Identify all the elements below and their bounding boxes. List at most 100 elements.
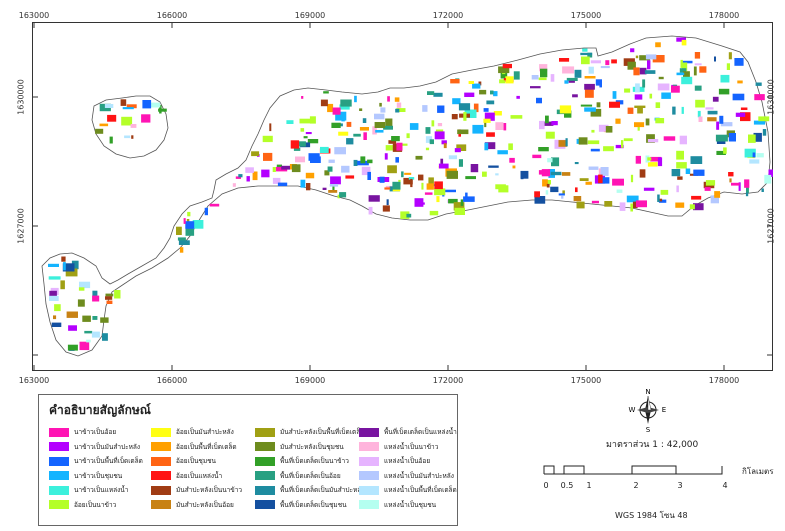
change-patch [681, 106, 684, 114]
change-patch [676, 37, 686, 42]
legend-swatch [49, 471, 69, 481]
change-patch [545, 131, 555, 139]
study-area-boundary [41, 35, 771, 357]
change-patch [395, 108, 400, 113]
change-patch [375, 130, 384, 133]
change-patch [642, 79, 646, 88]
change-patch [408, 177, 415, 180]
change-patch [584, 107, 596, 112]
change-patch [576, 201, 585, 209]
y-coord-left: 1630000 [16, 79, 26, 115]
change-patch [472, 83, 481, 89]
change-patch [545, 190, 549, 195]
change-patch [740, 107, 748, 110]
change-patch [671, 169, 681, 177]
change-patch [572, 94, 578, 98]
change-patch [327, 103, 334, 113]
change-patch [596, 102, 601, 108]
change-patch [307, 139, 319, 144]
legend-item: อ้อยเป็นชุมชน [151, 454, 251, 469]
change-patch [409, 123, 419, 130]
change-patch [558, 140, 568, 147]
change-patch [695, 99, 705, 108]
change-patch [277, 182, 288, 187]
change-patch [575, 187, 578, 193]
change-patch [472, 124, 484, 134]
change-patch [403, 177, 413, 185]
legend-label: นาข้าวเป็นพื้นที่เบ็ดเตล็ด [74, 457, 143, 466]
change-patch [391, 136, 400, 142]
change-patch [600, 66, 610, 69]
legend-label: แหล่งน้ำเป็นชุมชน [384, 500, 437, 509]
change-patch [78, 287, 85, 291]
scale-tick: 1 [586, 481, 592, 490]
change-patch [48, 263, 59, 267]
change-patch [387, 96, 390, 102]
change-patch [479, 89, 487, 95]
legend-label: นาข้าวเป็นแหล่งน้ำ [74, 486, 129, 495]
legend-label: แหล่งน้ำเป็นนาข้าว [384, 442, 439, 451]
change-patch [609, 101, 620, 108]
change-patch [367, 171, 371, 180]
change-patch [637, 106, 643, 114]
change-patch [95, 128, 104, 134]
change-patch [454, 148, 461, 153]
change-patch [693, 66, 697, 76]
change-patch [269, 123, 272, 132]
change-patch [547, 158, 553, 163]
change-patch [650, 156, 662, 162]
change-patch [106, 300, 113, 304]
change-patch [558, 193, 565, 196]
change-patch [538, 147, 549, 152]
change-patch [761, 188, 764, 192]
change-patch [716, 121, 720, 130]
change-patch [305, 172, 315, 179]
x-coord-top: 175000 [570, 11, 602, 20]
change-patch [71, 260, 79, 270]
change-patch [619, 202, 626, 211]
change-patch [65, 268, 78, 277]
change-patch [626, 195, 639, 203]
legend-swatch [255, 456, 275, 466]
change-patch [484, 112, 495, 121]
change-patch [484, 119, 487, 128]
legend-label: แหล่งน้ำเป็นอ้อย [384, 457, 431, 466]
change-patch [551, 121, 558, 126]
change-patch [714, 191, 721, 198]
change-patch [448, 198, 458, 204]
legend-label: อ้อยเป็นนาข้าว [74, 500, 117, 509]
change-patch [598, 177, 610, 184]
change-patch [644, 70, 656, 74]
change-patch [410, 178, 413, 188]
change-patch [291, 164, 301, 173]
change-patch [104, 104, 114, 108]
change-patch [448, 155, 457, 160]
change-patch [590, 60, 601, 64]
change-patch [680, 59, 683, 68]
projection-label: WGS 1984 โซน 48 [615, 511, 688, 520]
change-patch [263, 152, 273, 161]
change-patch [295, 156, 305, 163]
change-patch [738, 182, 741, 191]
change-patch [246, 176, 250, 182]
change-patch [690, 156, 703, 164]
change-patch [499, 79, 506, 84]
change-patch [694, 52, 701, 59]
change-patch [121, 116, 133, 126]
change-patch [429, 210, 439, 216]
change-patch [392, 181, 401, 190]
legend-swatch [49, 456, 69, 466]
legend-item: นาข้าวเป็นมันสำปะหลัง [49, 440, 149, 455]
change-patch [646, 134, 655, 143]
change-patch [532, 154, 542, 159]
change-patch [303, 136, 308, 139]
change-patch [209, 203, 220, 207]
change-patch [395, 157, 399, 163]
change-patch [645, 54, 657, 60]
change-patch [676, 185, 679, 193]
change-patch [585, 181, 592, 185]
change-patch [544, 121, 554, 126]
change-patch [324, 170, 330, 176]
change-patch [550, 74, 555, 82]
change-patch [612, 91, 617, 99]
